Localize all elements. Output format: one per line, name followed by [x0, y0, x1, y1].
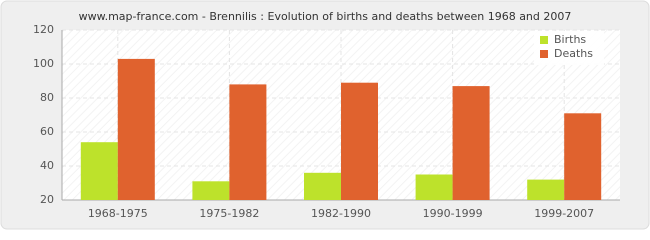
chart-title: www.map-france.com - Brennilis : Evoluti… [79, 10, 572, 23]
y-tick-label: 20 [40, 193, 54, 206]
legend-swatch [540, 36, 548, 44]
x-tick-label: 1990-1999 [423, 207, 483, 220]
y-tick-label: 100 [33, 57, 54, 70]
y-tick-label: 40 [40, 159, 54, 172]
y-tick-label: 120 [33, 23, 54, 36]
x-tick-label: 1975-1982 [199, 207, 259, 220]
legend-swatch [540, 50, 548, 58]
bar [117, 58, 155, 201]
x-tick-label: 1968-1975 [88, 207, 148, 220]
x-tick-label: 1982-1990 [311, 207, 371, 220]
x-tick-label: 1999-2007 [534, 207, 594, 220]
y-tick-label: 60 [40, 125, 54, 138]
legend-label: Births [554, 33, 586, 46]
bar [415, 174, 453, 200]
bar [304, 172, 341, 200]
bar [527, 179, 565, 200]
chart: www.map-france.com - Brennilis : Evoluti… [0, 0, 650, 230]
bar [229, 84, 267, 200]
bar [80, 142, 118, 200]
y-tick-label: 80 [40, 91, 54, 104]
bar [192, 181, 230, 200]
bar [564, 113, 602, 200]
legend-label: Deaths [554, 47, 593, 60]
bar [341, 82, 378, 200]
bar [452, 86, 490, 200]
